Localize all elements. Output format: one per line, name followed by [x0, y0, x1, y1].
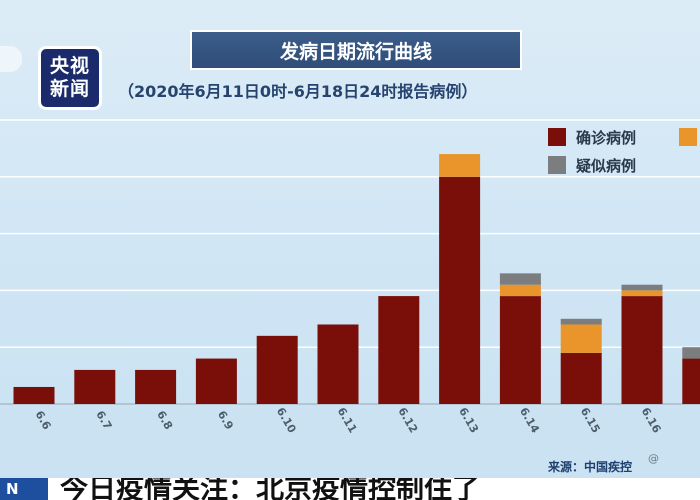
x-tick-label-1: 6.7 — [93, 409, 114, 432]
news-ticker: N 今日疫情关注：北京疫情控制住了 — [0, 478, 700, 500]
bar-asymptomatic-7 — [439, 154, 480, 177]
bar-confirmed-8 — [500, 296, 541, 404]
legend-swatch-2 — [548, 156, 566, 174]
bar-suspected-9 — [561, 319, 602, 325]
x-tick-label-0: 6.6 — [33, 409, 54, 433]
legend-label-2: 疑似病例 — [576, 157, 636, 175]
bar-confirmed-0 — [14, 387, 55, 404]
bar-confirmed-1 — [74, 370, 115, 404]
bar-confirmed-3 — [196, 359, 237, 404]
x-tick-label-7: 6.13 — [456, 405, 481, 435]
bar-confirmed-9 — [561, 353, 602, 404]
x-tick-label-5: 6.11 — [335, 405, 360, 435]
bar-asymptomatic-8 — [500, 285, 541, 296]
x-tick-label-8: 6.14 — [517, 405, 542, 435]
bar-suspected-10 — [622, 285, 663, 291]
x-tick-label-3: 6.9 — [215, 409, 236, 432]
bar-asymptomatic-9 — [561, 324, 602, 352]
x-tick-label-9: 6.15 — [578, 405, 603, 435]
ticker-text: 今日疫情关注：北京疫情控制住了 — [60, 478, 480, 500]
bar-confirmed-11 — [682, 359, 700, 404]
legend-swatch-0 — [548, 128, 566, 146]
bar-suspected-11 — [682, 347, 700, 358]
source-label: 来源：中国疾控 — [548, 458, 632, 475]
x-tick-label-2: 6.8 — [154, 409, 175, 432]
bar-confirmed-10 — [622, 296, 663, 404]
watermark: @ — [648, 452, 659, 465]
bar-confirmed-2 — [135, 370, 176, 404]
x-tick-label-4: 6.10 — [274, 405, 299, 435]
bar-suspected-8 — [500, 273, 541, 284]
bar-asymptomatic-10 — [622, 290, 663, 296]
legend-swatch-1 — [679, 128, 697, 146]
legend-label-0: 确诊病例 — [576, 129, 636, 147]
x-tick-label-6: 6.12 — [395, 405, 420, 435]
x-tick-label-10: 6.16 — [639, 405, 664, 435]
ticker-tag: N — [0, 478, 48, 500]
bar-confirmed-4 — [257, 336, 298, 404]
bar-confirmed-7 — [439, 177, 480, 404]
bar-confirmed-6 — [378, 296, 419, 404]
bar-confirmed-5 — [318, 324, 359, 404]
